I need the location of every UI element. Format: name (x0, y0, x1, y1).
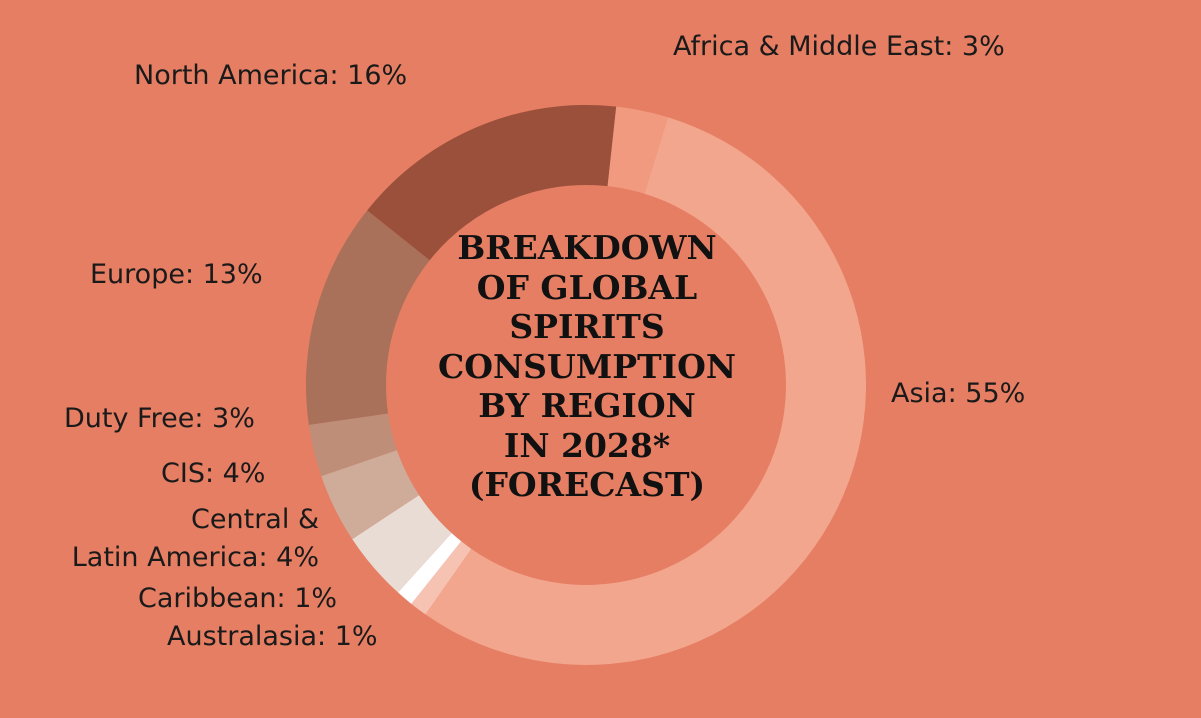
slice-central-latin-america (352, 495, 452, 593)
slice-duty-free (308, 413, 397, 477)
slice-europe (306, 210, 430, 425)
title-line: SPIRITS (509, 307, 665, 346)
label-central-latin-america-line2: Latin America: 4% (71, 542, 319, 573)
label-australasia: Australasia: 1% (167, 621, 378, 652)
slice-africa-middle-east (607, 106, 668, 194)
title-line: BY REGION (478, 386, 696, 425)
slice-cis (321, 450, 420, 540)
slice-caribbean (397, 533, 462, 604)
slice-north-america (367, 105, 617, 261)
label-central-latin-america-line1: Central & (191, 504, 319, 535)
label-duty-free: Duty Free: 3% (64, 403, 255, 434)
title-line: BREAKDOWN (457, 228, 717, 267)
label-cis: CIS: 4% (161, 458, 266, 489)
slice-australasia (411, 541, 472, 615)
label-caribbean: Caribbean: 1% (138, 583, 338, 614)
chart-title: BREAKDOWN OF GLOBAL SPIRITS CONSUMPTION … (417, 228, 757, 505)
slice-asia (425, 117, 866, 665)
label-asia: Asia: 55% (891, 378, 1026, 409)
title-line: OF GLOBAL (476, 267, 698, 307)
label-north-america: North America: 16% (134, 60, 408, 91)
label-europe: Europe: 13% (90, 259, 263, 290)
title-line: (FORECAST) (468, 465, 706, 504)
title-line: IN 2028* (503, 425, 671, 465)
title-line: CONSUMPTION (437, 346, 737, 386)
label-africa-middle-east: Africa & Middle East: 3% (673, 31, 1005, 62)
